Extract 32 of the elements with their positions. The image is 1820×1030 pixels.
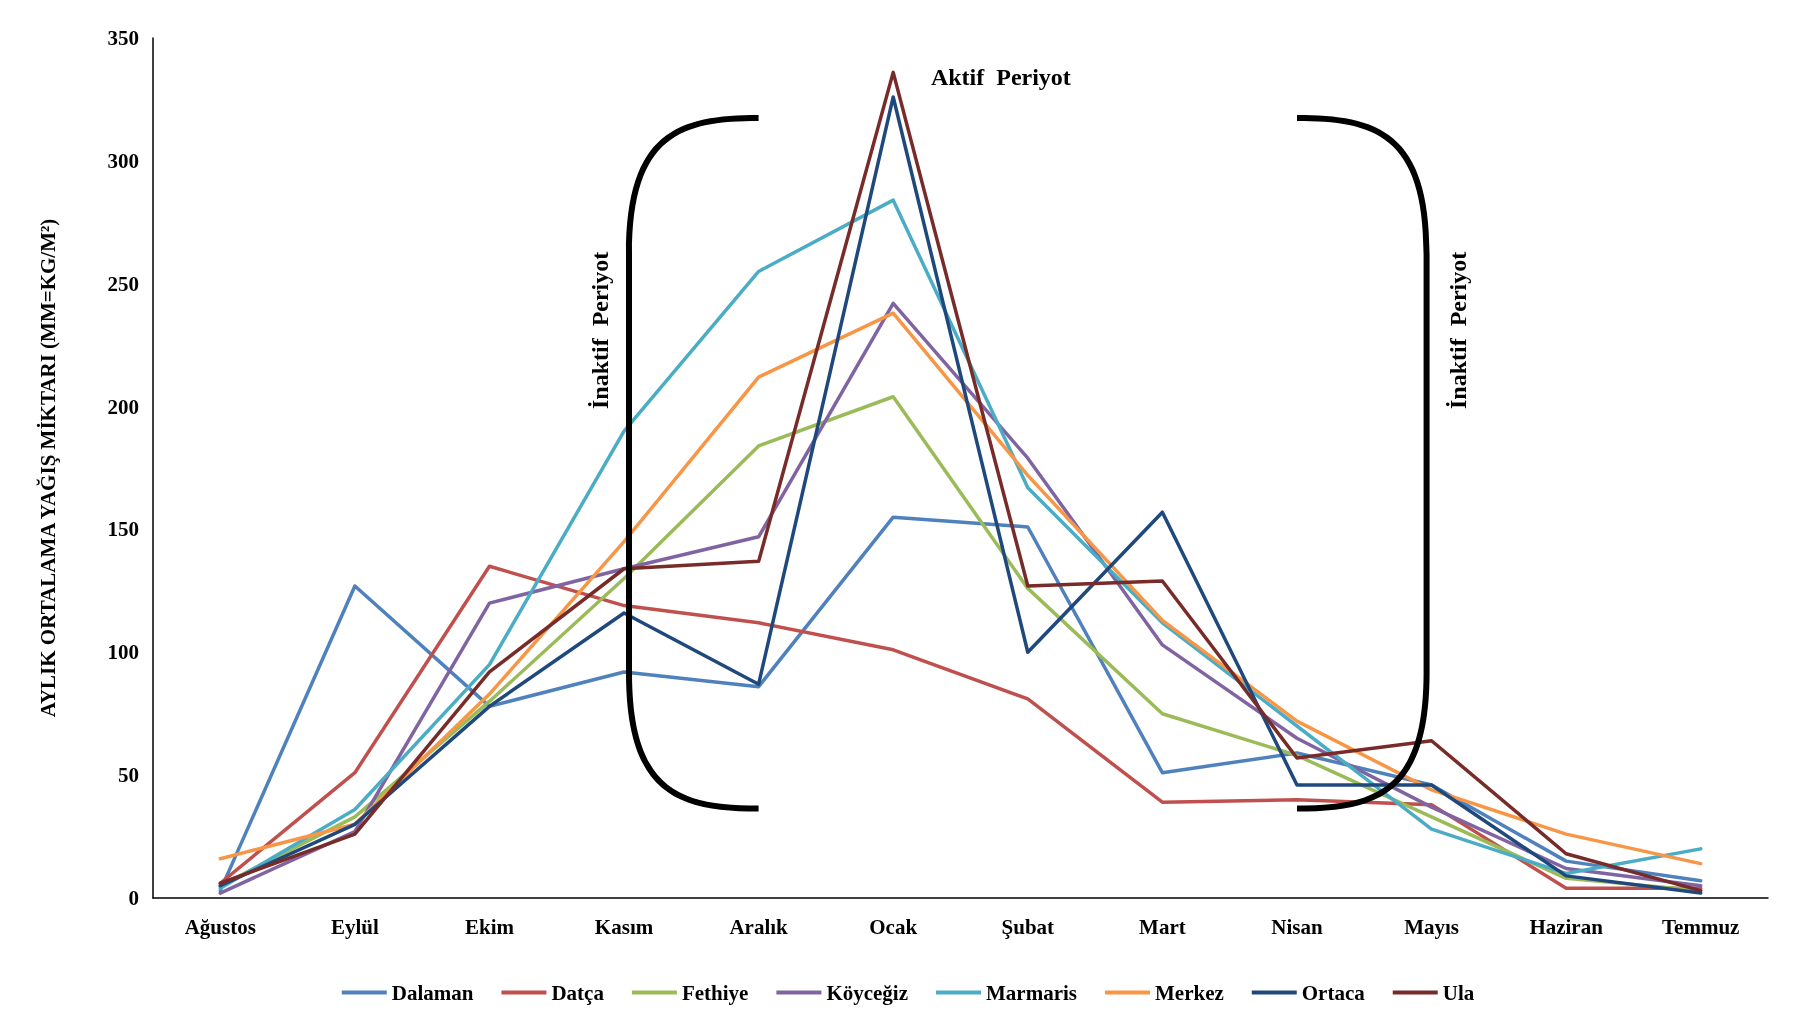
legend-label: Fethiye (681, 980, 749, 1005)
y-tick-label: 100 (107, 640, 139, 665)
annotation: Aktif Periyot (930, 63, 1071, 90)
y-tick-label: 0 (128, 886, 139, 910)
x-tick-label: Temmuz (1662, 914, 1740, 939)
legend-label: Ortaca (1301, 980, 1366, 1005)
annotation: İnaktif Periyot (1445, 251, 1472, 410)
legend-label: Dalaman (391, 980, 474, 1005)
legend-label: Merkez (1154, 980, 1224, 1005)
x-tick-label: Aralık (729, 914, 789, 939)
y-tick-label: 350 (107, 26, 139, 50)
x-tick-label: Haziran (1529, 914, 1604, 939)
y-tick-label: 300 (107, 148, 139, 173)
y-tick-label: 150 (107, 517, 139, 542)
x-tick-label: Eylül (330, 914, 379, 939)
annotation: İnaktif Periyot (586, 251, 613, 410)
x-tick-label: Mayıs (1404, 914, 1459, 939)
x-tick-label: Ağustos (184, 914, 256, 939)
y-tick-label: 50 (118, 763, 139, 788)
y-tick-label: 250 (107, 271, 139, 296)
x-tick-label: Mart (1139, 914, 1186, 939)
x-tick-label: Kasım (594, 914, 654, 939)
legend-label: Datça (551, 980, 605, 1005)
x-tick-label: Ekim (464, 914, 515, 939)
y-axis-title: AYLIK ORTALAMA YAĞIŞ MİKTARI (MM=KG/M²) (35, 218, 60, 718)
y-tick-label: 200 (107, 394, 139, 419)
x-tick-label: Ocak (869, 914, 918, 939)
legend-label: Köyceğiz (826, 980, 909, 1005)
legend-label: Marmaris (986, 980, 1077, 1005)
legend-label: Ula (1442, 980, 1475, 1005)
x-tick-label: Şubat (1001, 914, 1055, 939)
x-tick-label: Nisan (1271, 914, 1323, 939)
